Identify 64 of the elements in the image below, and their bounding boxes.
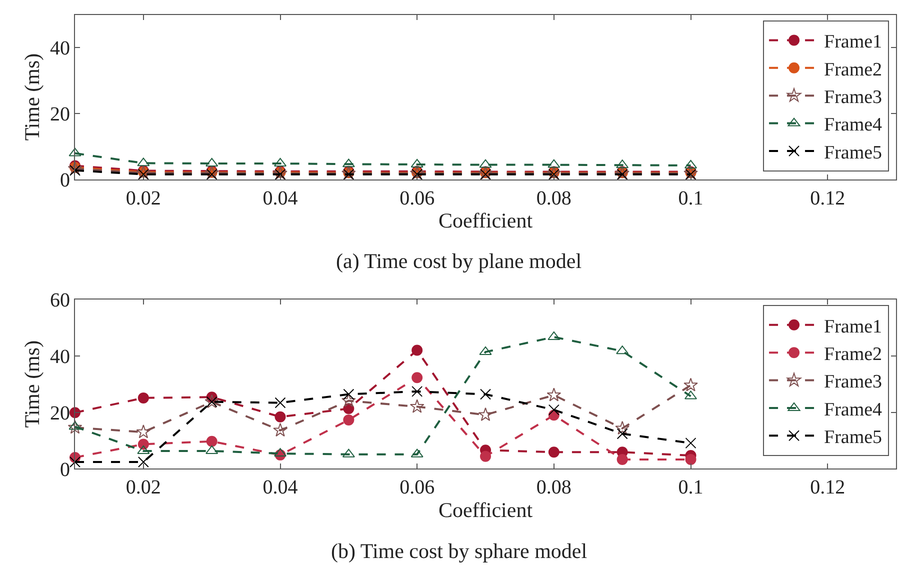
y-tick-label: 20 — [50, 103, 70, 126]
legend-label: Frame2 — [824, 59, 882, 80]
legend-label: Frame5 — [824, 427, 882, 448]
y-tick-label: 0 — [60, 169, 70, 192]
y-tick-label: 40 — [50, 346, 70, 368]
legend-label: Frame4 — [824, 399, 883, 420]
x-tick-label: 0.06 — [400, 187, 435, 210]
point — [138, 392, 149, 404]
point — [68, 420, 82, 434]
legend-label: Frame1 — [824, 32, 882, 53]
x-tick-label: 0.12 — [810, 187, 846, 210]
x-tick-label: 0.02 — [126, 476, 161, 499]
point — [684, 378, 698, 392]
y-axis-title: Time (ms) — [20, 340, 44, 428]
y-tick-label: 0 — [60, 458, 70, 481]
point — [685, 454, 696, 465]
point — [342, 393, 356, 407]
point — [548, 446, 560, 458]
text: (a) Time cost by plane model — [336, 249, 582, 273]
x-tick-label: 0.06 — [400, 476, 435, 499]
point — [274, 411, 286, 422]
y-tick-label: 60 — [50, 289, 70, 312]
x-tick-label: 0.08 — [536, 187, 572, 210]
x-tick-label: 0.1 — [678, 187, 704, 210]
point — [136, 424, 151, 438]
point — [138, 438, 149, 450]
legend-label: Frame1 — [824, 316, 882, 338]
point — [548, 404, 560, 416]
text: (b) Time cost by sphare model — [331, 539, 588, 563]
point — [615, 420, 630, 435]
point — [343, 388, 354, 400]
x-tick-label: 0.04 — [262, 187, 298, 210]
point — [480, 388, 491, 400]
x-tick-label: 0.1 — [678, 476, 704, 499]
x-tick-label: 0.04 — [262, 476, 298, 499]
x-tick-label: 0.12 — [810, 476, 846, 499]
y-tick-label: 40 — [50, 38, 70, 60]
point — [412, 372, 423, 384]
legend-label: Frame4 — [824, 114, 883, 136]
point — [616, 454, 628, 465]
point — [412, 344, 423, 356]
point — [546, 388, 562, 402]
legend-label: Frame2 — [824, 344, 882, 365]
x-tick-label: 0.08 — [536, 476, 572, 499]
legend-label: Frame5 — [824, 142, 882, 164]
point — [206, 436, 218, 447]
point — [273, 422, 288, 437]
point — [138, 456, 149, 468]
y-axis-title: Time (ms) — [20, 53, 44, 141]
point — [478, 407, 493, 422]
y-tick-label: 20 — [50, 402, 70, 424]
x-axis-title: Coefficient — [438, 208, 533, 232]
point — [70, 456, 80, 468]
legend-label: Frame3 — [824, 372, 882, 393]
point — [412, 386, 423, 397]
point — [343, 414, 354, 426]
x-tick-label: 0.02 — [126, 187, 161, 210]
point — [685, 438, 696, 449]
point — [616, 428, 628, 440]
x-axis-title: Coefficient — [438, 498, 533, 522]
point — [480, 450, 491, 462]
point — [274, 397, 286, 408]
point — [410, 399, 424, 413]
legend-label: Frame3 — [824, 87, 882, 108]
